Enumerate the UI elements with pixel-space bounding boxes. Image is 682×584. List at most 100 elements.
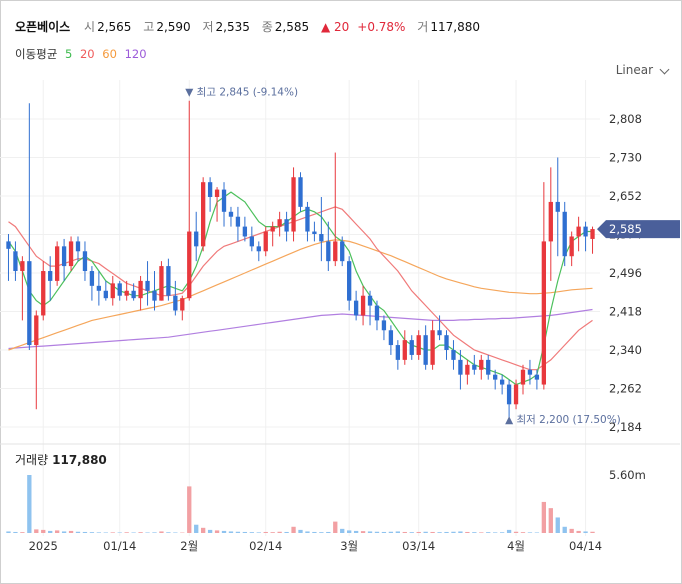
volume-bar-61 — [430, 531, 435, 533]
x-tick-label-2: 2월 — [180, 539, 198, 553]
candle-body-75 — [527, 369, 533, 375]
volume-bar-34 — [242, 531, 248, 533]
y-tick-label-7: 2,262 — [609, 382, 642, 396]
candle-body-17 — [124, 290, 129, 296]
candle-body-20 — [145, 280, 150, 291]
volume-bar-66 — [465, 531, 470, 533]
candle-body-57 — [402, 340, 407, 360]
candle-body-42 — [298, 177, 303, 207]
moving-average-legend[interactable]: 이동평균 5 20 60 120 — [15, 46, 151, 62]
volume-bar-79 — [555, 517, 560, 533]
current-price-tag — [597, 220, 680, 239]
volume-bar-0 — [6, 531, 11, 533]
ma-legend-label: 이동평균 — [15, 47, 58, 61]
volume-bar-84 — [590, 531, 595, 533]
candle-body-25 — [180, 298, 185, 311]
volume-bar-3 — [27, 475, 32, 533]
volume-bar-68 — [479, 532, 484, 533]
volume-bar-26 — [187, 486, 192, 533]
volume-bar-29 — [207, 529, 213, 533]
y-tick-label-6: 2,340 — [609, 343, 642, 357]
volume-bar-69 — [486, 532, 491, 533]
candle-body-71 — [499, 379, 505, 385]
volume-bar-23 — [166, 532, 171, 533]
candle-body-70 — [493, 374, 498, 380]
volume-bar-11 — [82, 531, 88, 533]
volume-bar-19 — [138, 532, 143, 533]
volume-bar-5 — [41, 529, 46, 533]
candle-body-44 — [312, 231, 317, 235]
volume-bar-49 — [347, 530, 352, 533]
ma-20-item[interactable]: 20 — [79, 47, 95, 61]
volume-bar-37 — [263, 531, 268, 533]
candle-body-69 — [486, 359, 491, 375]
candle-body-35 — [249, 236, 254, 247]
candle-body-74 — [520, 369, 526, 385]
volume-label: 거 — [417, 20, 429, 34]
volume-bar-36 — [256, 532, 261, 533]
volume-bar-20 — [145, 532, 150, 533]
candle-body-49 — [347, 261, 352, 301]
volume-bar-78 — [548, 508, 553, 533]
high-annotation: ▼ 최고 2,845 (-9.14%) — [185, 87, 298, 99]
candle-body-68 — [479, 359, 484, 370]
ma-120-item[interactable]: 120 — [124, 47, 147, 61]
candle-body-78 — [548, 201, 553, 242]
ma-20-line — [8, 206, 593, 371]
ma-60-item[interactable]: 60 — [102, 47, 117, 61]
volume-bar-12 — [89, 532, 95, 533]
candle-body-76 — [534, 374, 540, 380]
volume-bar-8 — [61, 531, 67, 533]
candle-body-39 — [277, 219, 282, 227]
volume-bar-2 — [20, 532, 25, 533]
close-label: 종 — [261, 20, 273, 34]
volume-bar-65 — [458, 531, 463, 533]
volume-bar-22 — [159, 531, 164, 533]
volume-bar-75 — [527, 532, 533, 533]
candle-body-48 — [340, 241, 345, 262]
candle-body-4 — [34, 315, 39, 346]
candle-body-53 — [374, 305, 380, 321]
volume-bar-47 — [333, 521, 338, 533]
volume-bar-76 — [534, 532, 540, 533]
candle-body-10 — [75, 241, 81, 252]
ma-5-item[interactable]: 5 — [64, 47, 73, 61]
candle-body-40 — [284, 219, 289, 232]
candle-body-63 — [444, 335, 449, 350]
volume-bar-67 — [472, 532, 477, 533]
volume-bar-9 — [68, 530, 74, 533]
candle-body-79 — [555, 201, 560, 212]
volume-tick-label: 5.60m — [609, 468, 646, 482]
volume-bar-48 — [340, 528, 345, 533]
volume-bar-56 — [395, 531, 400, 533]
candle-body-38 — [270, 226, 275, 232]
y-tick-label-2: 2,652 — [609, 189, 642, 203]
volume-value: 117,880 — [430, 20, 480, 34]
candle-body-26 — [187, 231, 192, 299]
volume-bar-60 — [423, 531, 428, 533]
x-tick-label-7: 04/14 — [569, 539, 602, 553]
volume-bar-83 — [583, 531, 588, 533]
volume-panel-label: 거래량 — [15, 453, 49, 467]
candle-body-65 — [458, 359, 463, 375]
candle-body-82 — [576, 226, 581, 237]
volume-bar-6 — [48, 530, 53, 533]
candle-body-77 — [541, 241, 547, 385]
candle-body-13 — [96, 285, 102, 291]
change-value: ▲ 20 — [320, 20, 350, 34]
candle-body-50 — [353, 300, 359, 316]
candle-body-21 — [152, 290, 157, 301]
x-tick-label-0: 2025 — [29, 539, 58, 553]
candle-body-16 — [117, 283, 122, 296]
volume-bar-55 — [388, 531, 394, 533]
scale-toggle[interactable]: Linear — [615, 63, 653, 77]
volume-bar-54 — [381, 531, 387, 533]
stock-name: 오픈베이스 — [15, 20, 71, 34]
candle-body-52 — [367, 295, 373, 306]
volume-bar-33 — [235, 531, 241, 533]
volume-bar-18 — [131, 532, 136, 533]
candle-body-58 — [409, 340, 414, 355]
candle-body-51 — [360, 295, 366, 316]
volume-bar-15 — [110, 532, 115, 533]
